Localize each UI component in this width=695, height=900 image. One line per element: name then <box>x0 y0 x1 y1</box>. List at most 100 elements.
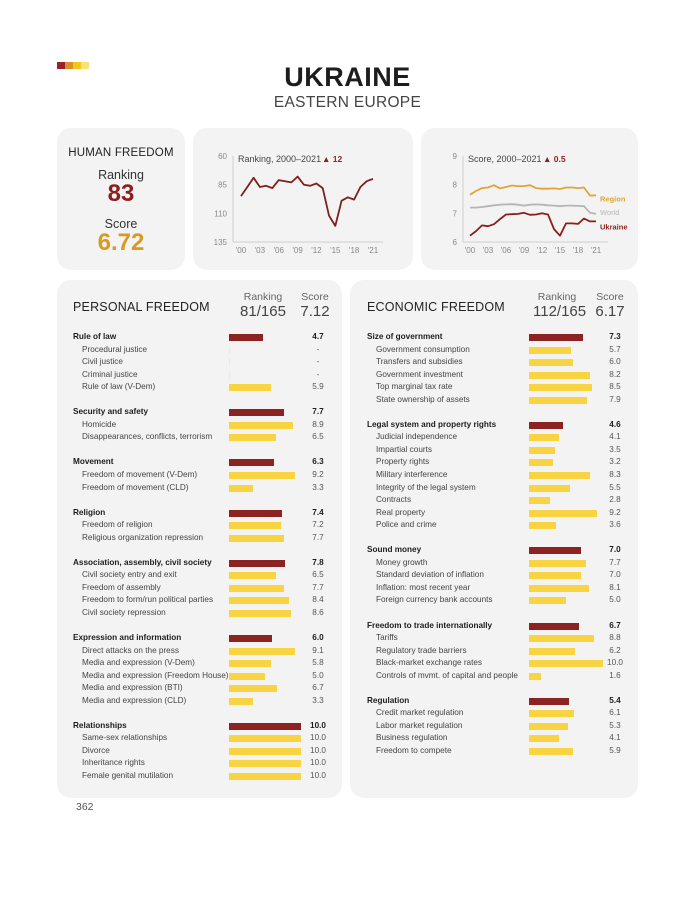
indicator-row: Real property 9.2 <box>350 507 638 520</box>
x-tick-label: '12 <box>311 246 322 255</box>
legend-region: Region <box>600 194 626 203</box>
indicator-row: Tariffs 8.8 <box>350 632 638 645</box>
x-tick-label: '09 <box>519 246 530 255</box>
y-tick-label: 85 <box>218 181 227 190</box>
score-value: 5.0 <box>609 595 621 605</box>
indicator-row: Contracts 2.8 <box>350 494 638 507</box>
score-bar <box>529 371 590 379</box>
indicator-name: Police and crime <box>376 520 437 530</box>
score-value: 7.7 <box>312 407 324 417</box>
score-bar <box>529 346 572 354</box>
series-line-ukraine <box>240 175 374 227</box>
indicator-row: Direct attacks on the press 9.1 <box>57 645 342 658</box>
category-row: Association, assembly, civil society 7.8 <box>57 557 342 570</box>
category-row: Expression and information 6.0 <box>57 632 342 645</box>
x-tick-label: '03 <box>483 246 494 255</box>
indicator-row: Homicide 8.9 <box>57 419 342 432</box>
indicator-row: Criminal justice - <box>57 369 342 382</box>
category-name: Association, assembly, civil society <box>73 557 212 567</box>
indicator-row: Impartial courts 3.5 <box>350 444 638 457</box>
score-bar <box>529 459 553 467</box>
score-value: 6.7 <box>312 683 324 693</box>
x-tick-label: '21 <box>591 246 602 255</box>
score-value: 9.2 <box>609 507 621 517</box>
indicator-name: Religious organization repression <box>82 532 204 542</box>
indicator-row: Government investment 8.2 <box>350 369 638 382</box>
indicator-name: Divorce <box>82 745 110 755</box>
indicator-name: Criminal justice <box>82 369 138 379</box>
score-bar <box>229 672 265 680</box>
score-bar <box>529 547 581 555</box>
y-tick-label: 6 <box>453 238 458 247</box>
category-name: Relationships <box>73 720 127 730</box>
indicator-name: Freedom to compete <box>376 745 452 755</box>
indicator-name: Foreign currency bank accounts <box>376 595 493 605</box>
score-bar <box>229 409 285 417</box>
category-row: Movement 6.3 <box>57 456 342 469</box>
score-bar <box>229 697 253 705</box>
score-value: 3.5 <box>609 444 621 454</box>
indicator-name: Same-sex relationships <box>82 733 168 743</box>
ranking-chart-card: 60 85 110 135 '00 '03 '06 '09 '12 '15 '18 '21 Rankin… <box>193 128 413 270</box>
category-row: Size of government 7.3 <box>350 331 638 344</box>
score-value: 6.5 <box>312 570 324 580</box>
personal-score-column: Score 7.12 <box>297 291 333 320</box>
chart-title: Ranking, 2000–2021 <box>238 154 321 164</box>
score-bar <box>529 434 560 442</box>
score-value: 7.7 <box>609 557 621 567</box>
score-value: 5.4 <box>609 695 621 705</box>
score-value: - <box>316 344 320 354</box>
indicator-row: Media and expression (BTI) 6.7 <box>57 682 342 695</box>
indicator-row: Divorce 10.0 <box>57 745 342 758</box>
indicator-row: State ownership of assets 7.9 <box>350 394 638 407</box>
y-tick-label: 60 <box>218 152 227 161</box>
indicator-name: Business regulation <box>376 733 448 743</box>
score-value: 8.5 <box>609 382 621 392</box>
indicator-row: Procedural justice - <box>57 344 342 357</box>
x-tick-label: '15 <box>555 246 566 255</box>
indicator-name: Government investment <box>376 369 463 379</box>
indicator-row: Judicial independence 4.1 <box>350 431 638 444</box>
score-bar <box>229 760 301 768</box>
score-value: 10.0 <box>310 758 326 768</box>
indicator-row: Female genital mutilation 10.0 <box>57 770 342 783</box>
score-value: 3.3 <box>312 695 324 705</box>
score-value: 6.5 <box>312 432 324 442</box>
score-value: 10.0 <box>310 733 326 743</box>
indicator-name: Tariffs <box>376 633 398 643</box>
score-bar <box>229 772 301 780</box>
personal-freedom-panel: PERSONAL FREEDOM Ranking 81/165 Score 7.… <box>57 280 342 798</box>
economic-ranking-label: Ranking <box>537 291 577 303</box>
indicator-row: Integrity of the legal system 5.5 <box>350 482 638 495</box>
indicator-row: Foreign currency bank accounts 5.0 <box>350 594 638 607</box>
score-value: 8.4 <box>312 595 324 605</box>
indicator-name: Media and expression (Freedom House) <box>82 670 229 680</box>
indicator-row: Inheritance rights 10.0 <box>57 757 342 770</box>
indicator-name: Inheritance rights <box>82 758 145 768</box>
personal-freedom-title: PERSONAL FREEDOM <box>73 300 210 314</box>
indicator-name: Civil justice <box>82 357 123 367</box>
score-bar <box>529 572 581 580</box>
economic-score-value: 6.17 <box>595 303 625 320</box>
indicator-name: Rule of law (V-Dem) <box>82 382 156 392</box>
logo-block-2 <box>65 62 73 69</box>
indicator-row: Labor market regulation 5.3 <box>350 720 638 733</box>
indicator-name: State ownership of assets <box>376 394 470 404</box>
category-row: Regulation 5.4 <box>350 695 638 708</box>
score-bar <box>529 396 588 404</box>
x-tick-label: '18 <box>573 246 584 255</box>
indicator-name: Transfers and subsidies <box>376 357 463 367</box>
score-value: 1.6 <box>609 670 621 680</box>
score-bar <box>229 334 263 341</box>
score-value: 8.3 <box>609 470 621 479</box>
score-bar <box>229 371 230 379</box>
score-bar <box>529 334 584 341</box>
legend-world: World <box>600 208 619 217</box>
indicator-row: Government consumption 5.7 <box>350 344 638 357</box>
score-chart-card: 9 8 7 6 '00 '03 '06 '09 '12 '15 '18 '21 Score, 2000–… <box>421 128 638 270</box>
score-bar <box>229 584 285 592</box>
personal-score-label: Score <box>301 291 329 303</box>
score-value: 8.9 <box>312 419 324 429</box>
score-bar <box>529 446 555 454</box>
category-row: Relationships 10.0 <box>57 720 342 733</box>
